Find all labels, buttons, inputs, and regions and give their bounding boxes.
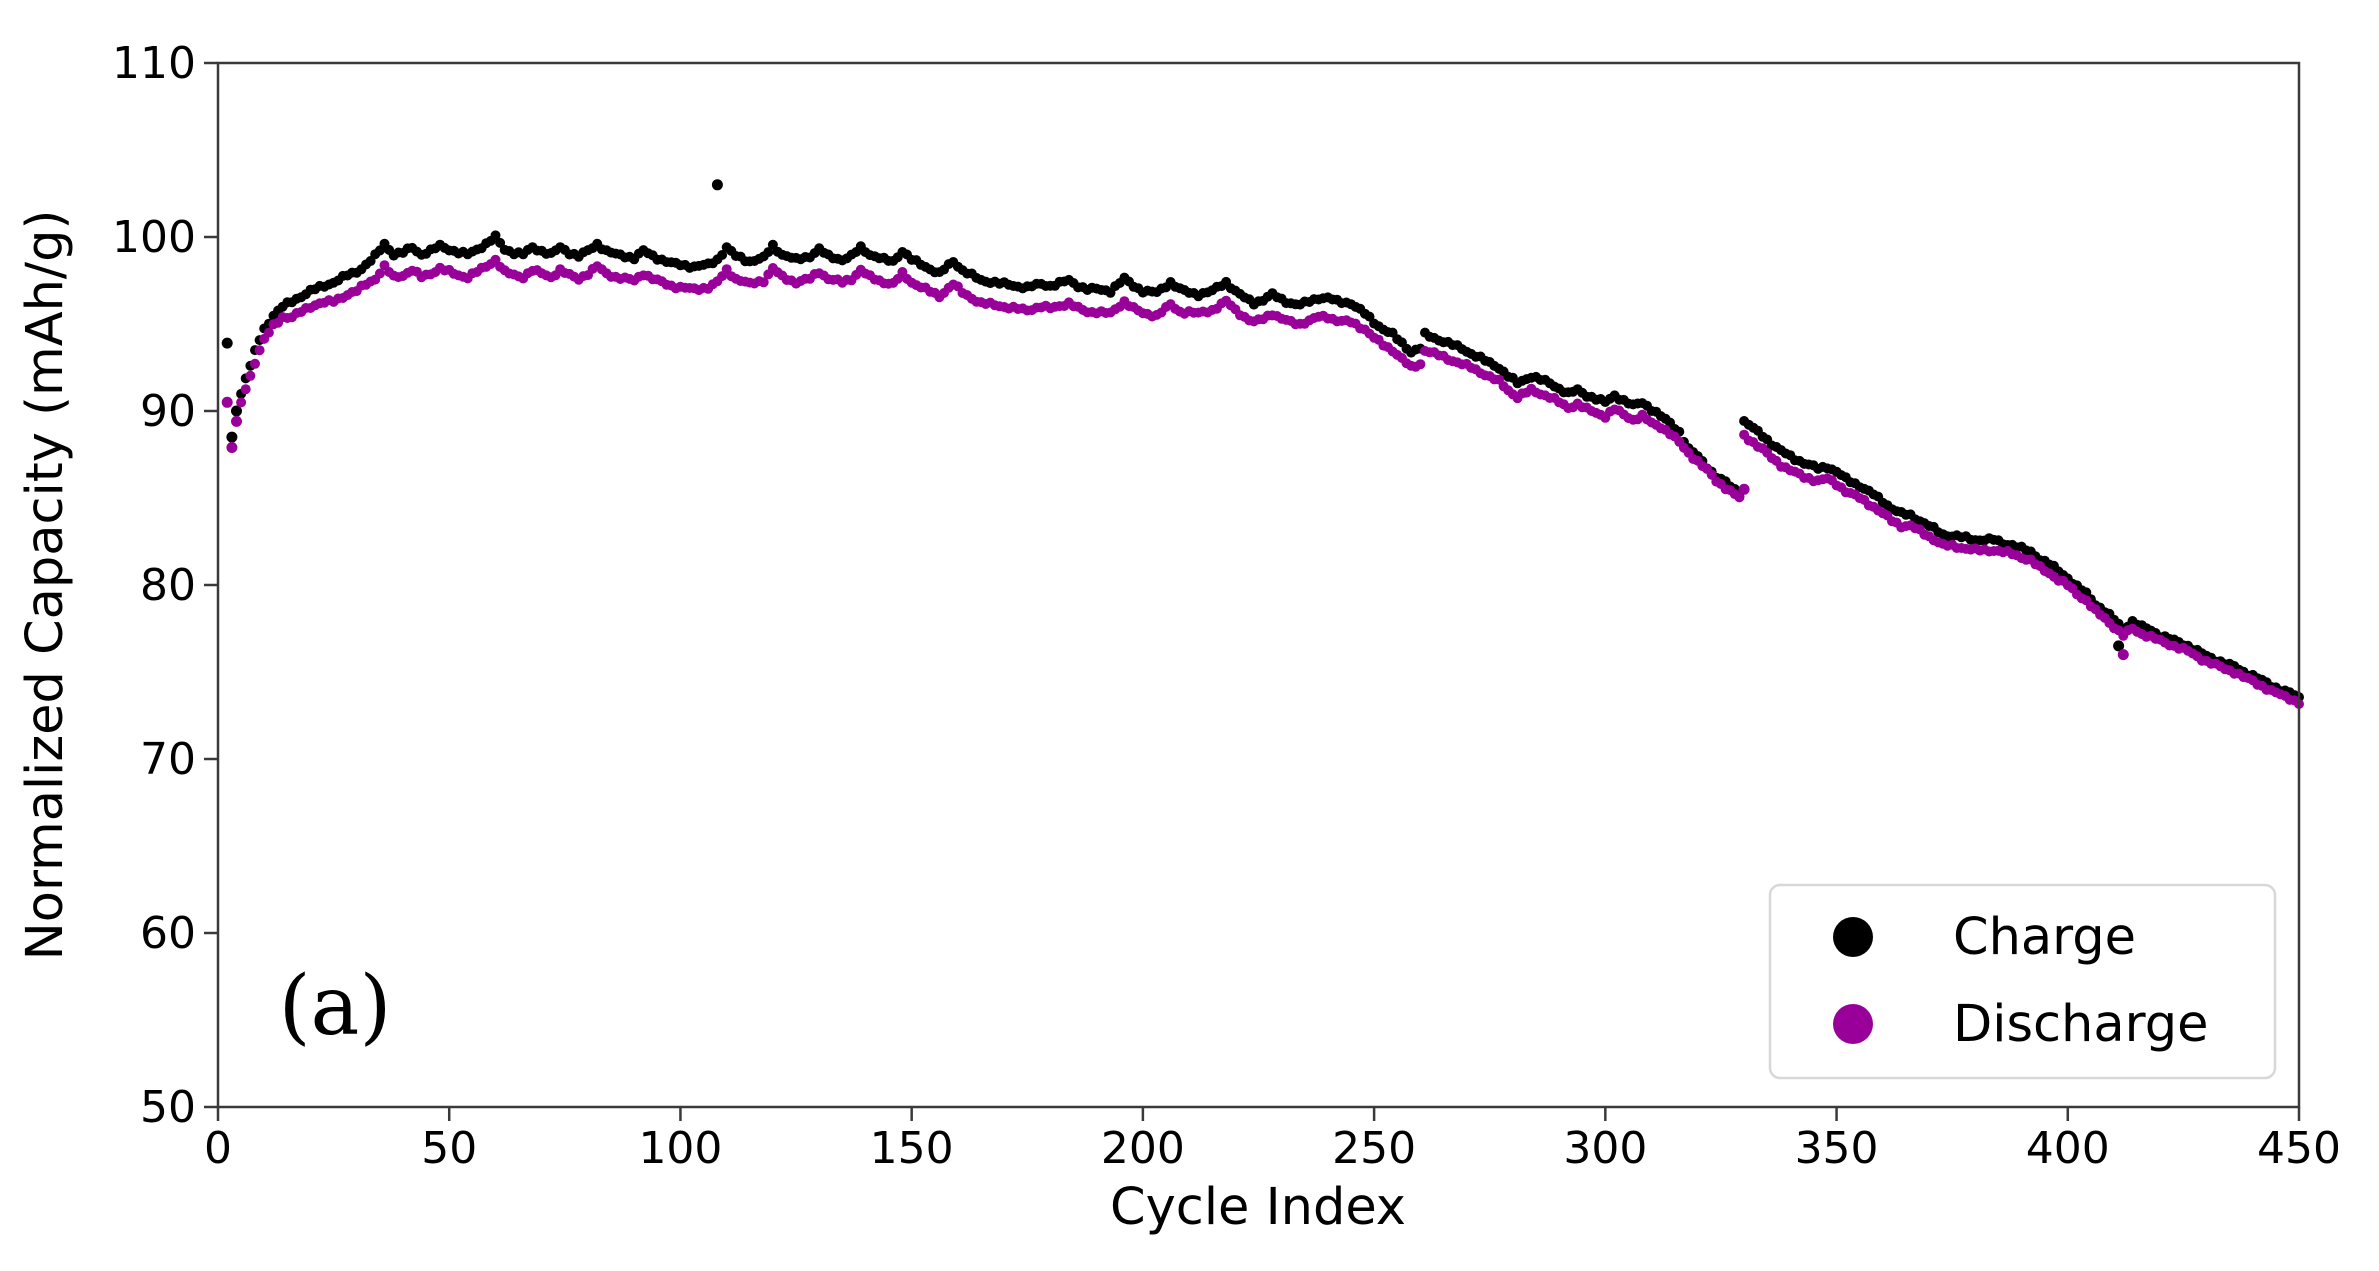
- discharge-legend-label: Discharge: [1953, 995, 2208, 1054]
- charge-outlier-point: [231, 405, 242, 417]
- charge-series: [221, 179, 2304, 703]
- panel-label: (a): [279, 959, 392, 1054]
- y-tick-label: 80: [140, 560, 196, 611]
- y-axis-label: Normalized Capacity (mAh/g): [16, 210, 75, 961]
- charge-outlier-point: [711, 179, 723, 191]
- y-tick-label: 100: [112, 212, 196, 263]
- discharge-outlier-point: [226, 442, 238, 453]
- discharge-legend-marker-icon: [1833, 1004, 1873, 1044]
- x-tick-label: 400: [2026, 1123, 2110, 1174]
- x-tick-label: 150: [870, 1123, 954, 1174]
- x-tick-label: 50: [421, 1123, 477, 1174]
- discharge-outlier-point: [2117, 649, 2129, 661]
- charge-legend-label: Charge: [1953, 908, 2136, 967]
- x-tick-label: 350: [1795, 1123, 1879, 1174]
- x-tick-label: 200: [1101, 1123, 1185, 1174]
- charge-outlier-point: [226, 431, 238, 443]
- x-tick-label: 0: [204, 1123, 232, 1174]
- discharge-outlier-point: [231, 415, 242, 427]
- charge-outlier-point: [2113, 640, 2125, 652]
- x-axis-label: Cycle Index: [1110, 1178, 1406, 1237]
- y-tick-label: 110: [112, 38, 196, 89]
- discharge-series: [221, 254, 2304, 709]
- data-points-layer: [221, 179, 2304, 709]
- legend: Charge Discharge: [1768, 883, 2277, 1080]
- x-tick-label: 100: [638, 1123, 722, 1174]
- y-tick-label: 60: [140, 908, 196, 959]
- x-tick-label: 250: [1332, 1123, 1416, 1174]
- x-tick-label: 450: [2257, 1123, 2341, 1174]
- legend-box: [1768, 883, 2277, 1080]
- x-tick-label: 300: [1563, 1123, 1647, 1174]
- discharge-outlier-point: [221, 396, 233, 408]
- discharge-outlier-point: [1738, 483, 1750, 495]
- y-tick-label: 50: [140, 1082, 196, 1133]
- y-tick-label: 70: [140, 734, 196, 785]
- charge-legend-marker-icon: [1833, 917, 1873, 957]
- tick-layer: 0 50 100 150 200 250 300 350 400 4505060708090100…: [112, 38, 2341, 1174]
- charge-outlier-point: [221, 337, 233, 349]
- y-tick-label: 90: [140, 386, 196, 437]
